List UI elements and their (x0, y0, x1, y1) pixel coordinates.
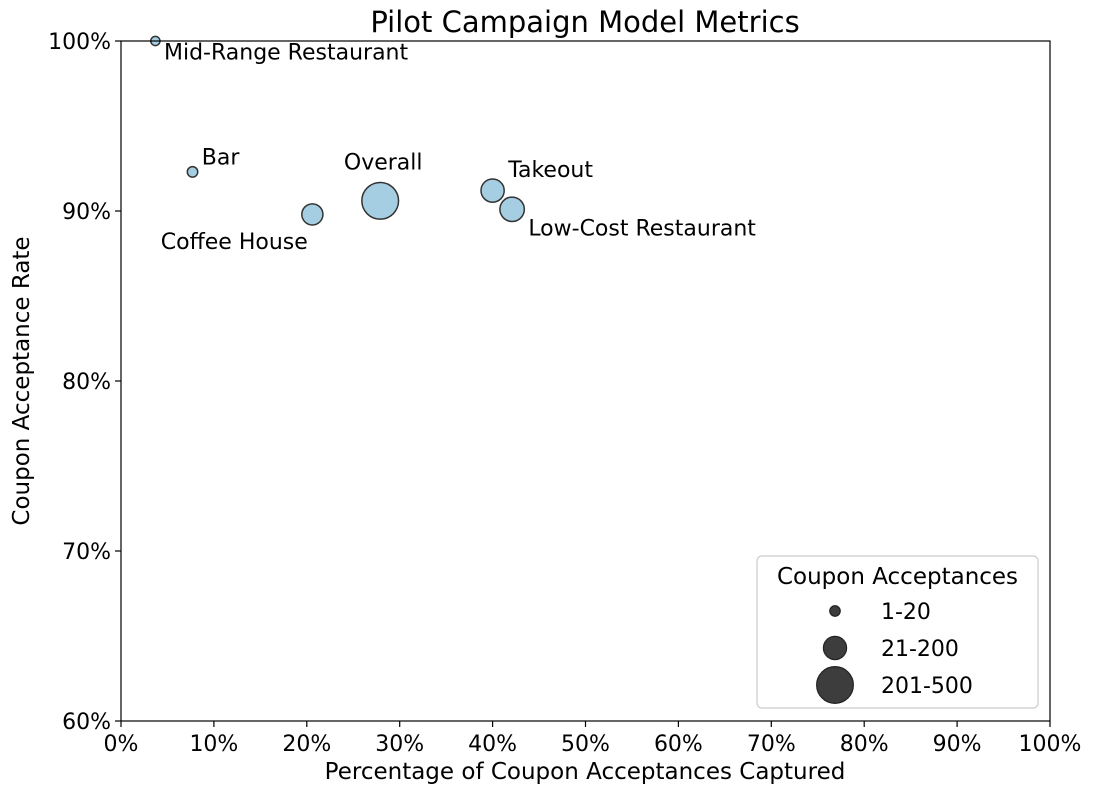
x-tick-label: 0% (104, 732, 139, 757)
x-tick-label: 20% (282, 732, 331, 757)
x-tick-label: 100% (1019, 732, 1082, 757)
x-axis-label: Percentage of Coupon Acceptances Capture… (325, 759, 846, 785)
y-tick-label: 100% (48, 30, 111, 55)
point-label: Coffee House (161, 230, 308, 255)
point-label: Mid-Range Restaurant (164, 41, 409, 66)
y-tick-label: 60% (62, 710, 111, 735)
legend: Coupon Acceptances 1-20 21-200 201-500 (756, 555, 1039, 709)
chart-title: Pilot Campaign Model Metrics (370, 5, 799, 39)
point-label: Takeout (507, 158, 593, 183)
data-point (301, 203, 324, 226)
x-axis: 0% 10% 20% 30% 40% 50% 60% 70% 80% 90% 100% (104, 721, 1082, 757)
x-tick-label: 70% (747, 732, 796, 757)
data-point (361, 181, 400, 220)
legend-marker (829, 605, 841, 617)
plot-area: Mid-Range Restaurant Bar Coffee House Overa… (150, 35, 756, 255)
data-point (499, 196, 526, 223)
legend-entry-label: 1-20 (881, 600, 931, 625)
x-tick-label: 30% (375, 732, 424, 757)
legend-entry-label: 21-200 (881, 637, 959, 662)
data-point (186, 165, 199, 178)
y-axis: 60% 70% 80% 90% 100% (48, 30, 121, 735)
y-axis-label: Coupon Acceptance Rate (9, 236, 35, 525)
x-tick-label: 10% (189, 732, 238, 757)
legend-marker (816, 666, 854, 704)
y-tick-label: 90% (62, 200, 111, 225)
y-tick-label: 70% (62, 540, 111, 565)
point-label: Overall (344, 150, 423, 175)
legend-marker (822, 635, 848, 661)
x-tick-label: 60% (654, 732, 703, 757)
point-label: Bar (202, 146, 241, 171)
y-tick-label: 80% (62, 370, 111, 395)
data-point (480, 178, 505, 203)
x-tick-label: 40% (468, 732, 517, 757)
point-label: Low-Cost Restaurant (528, 217, 756, 242)
x-tick-label: 90% (933, 732, 982, 757)
legend-entry-label: 201-500 (881, 674, 973, 699)
legend-title: Coupon Acceptances (777, 564, 1018, 590)
x-tick-label: 80% (840, 732, 889, 757)
x-tick-label: 50% (561, 732, 610, 757)
